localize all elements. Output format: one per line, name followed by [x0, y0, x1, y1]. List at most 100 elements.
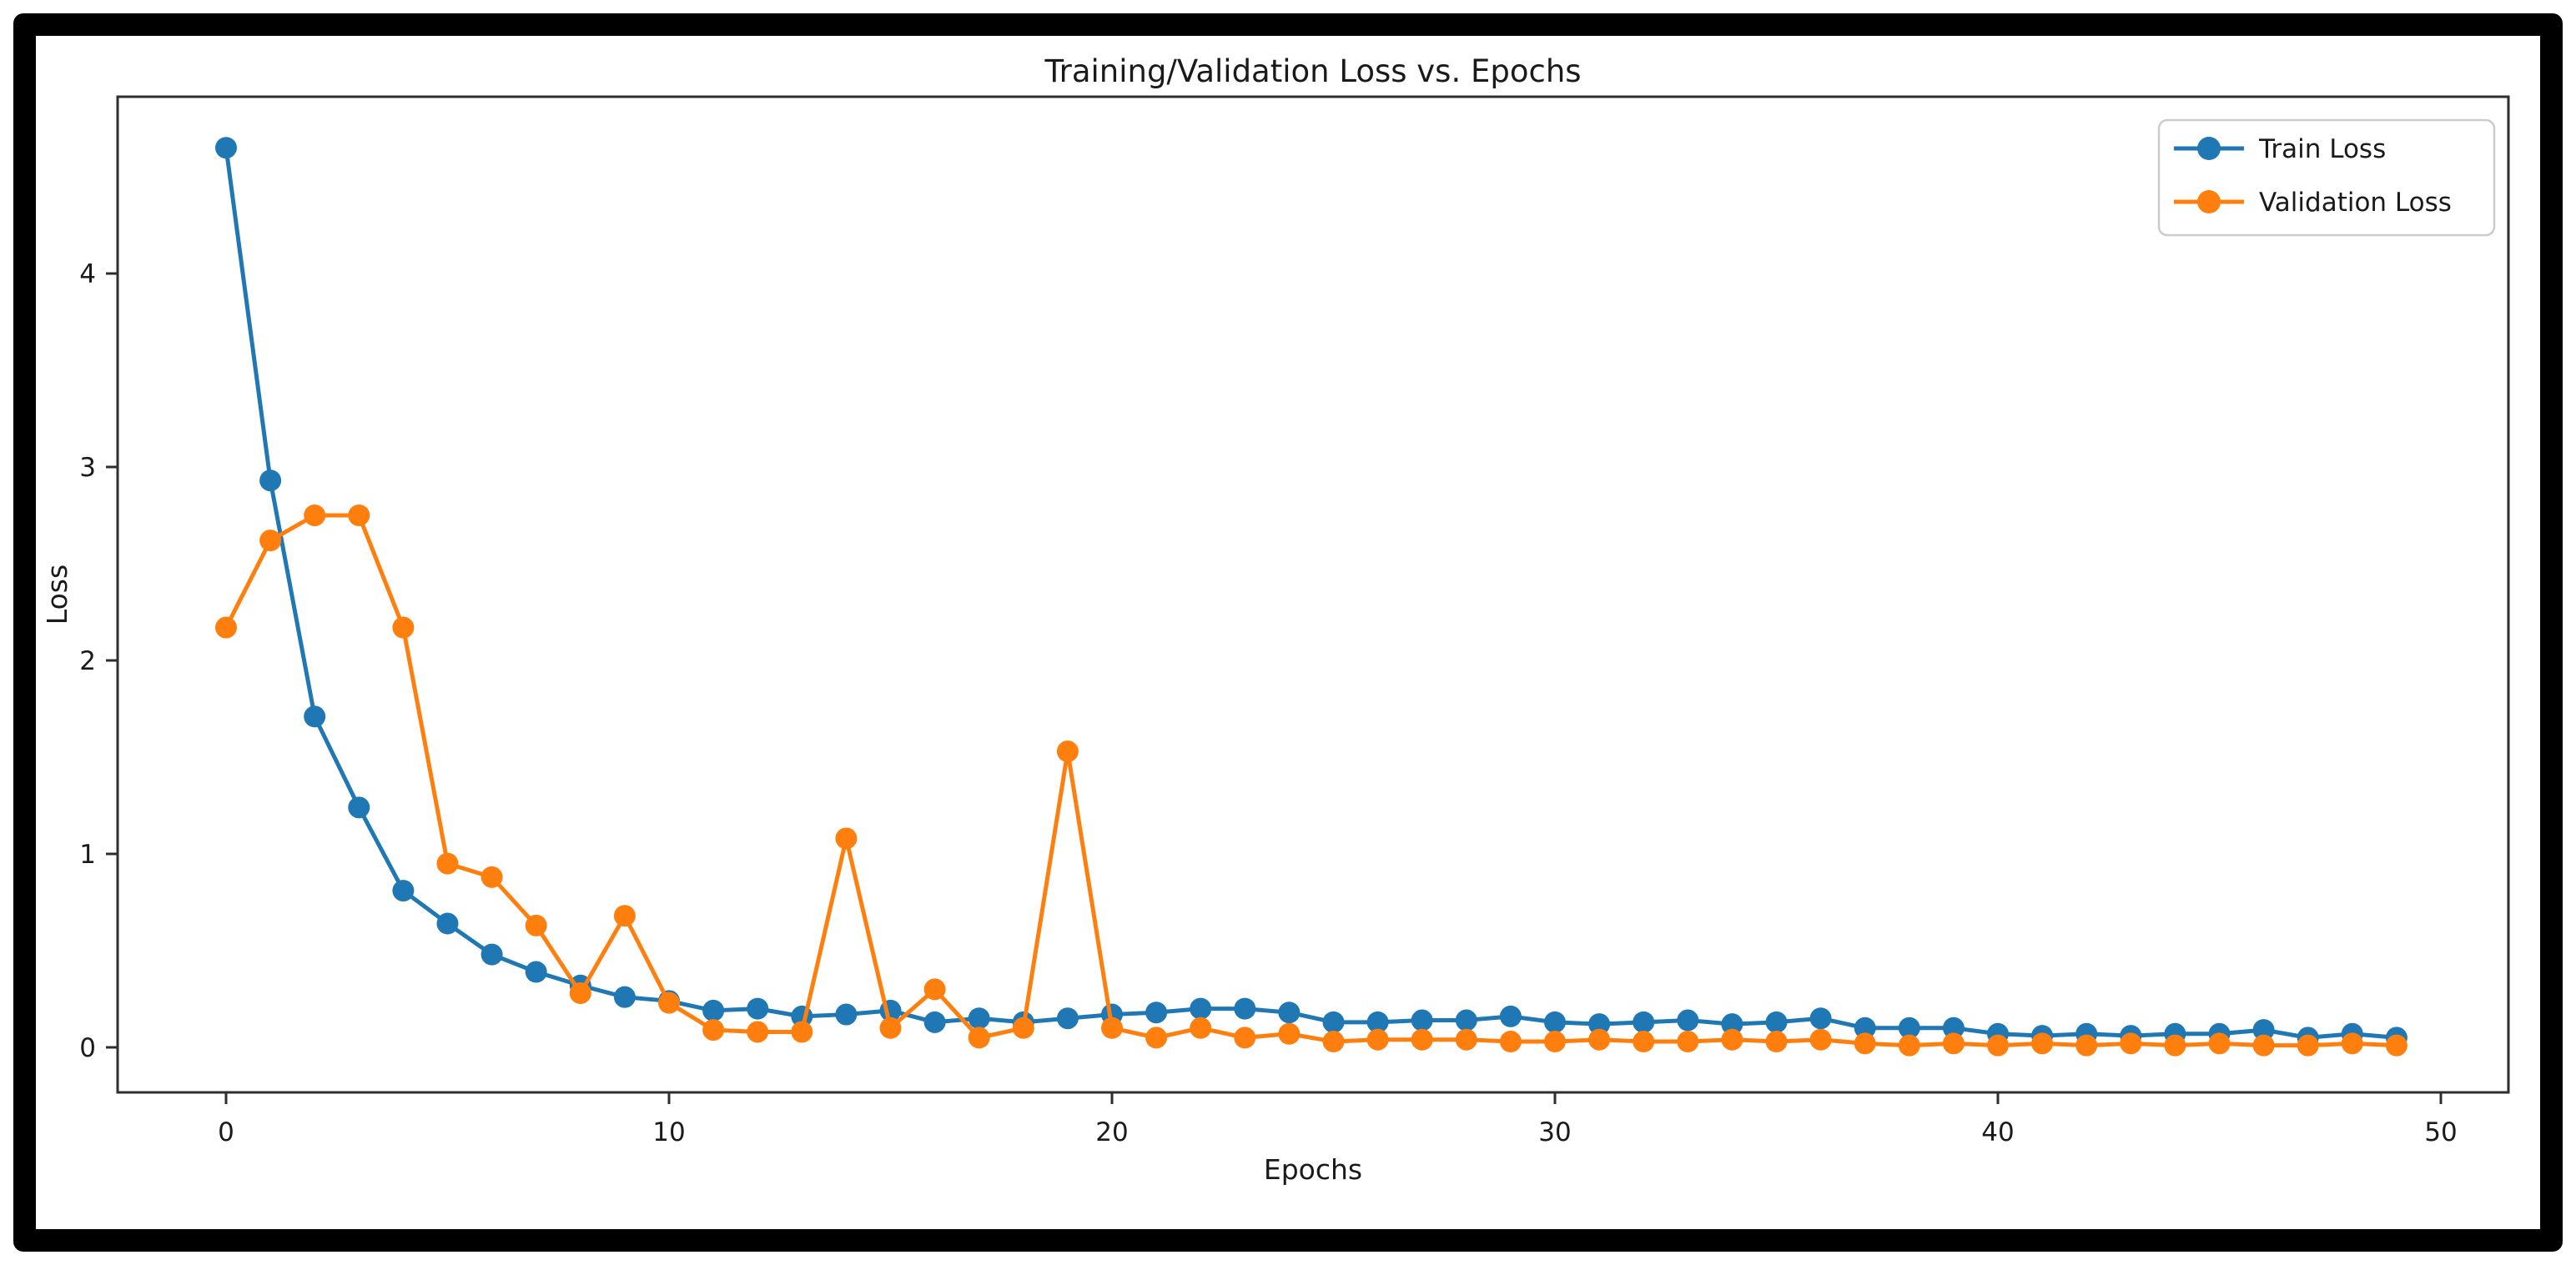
validation-loss-point: [1056, 740, 1079, 763]
axis-ticks: 0 10 20 30 40 50 0 1 2 3 4: [79, 259, 2457, 1147]
x-tick-label: 0: [218, 1117, 234, 1147]
train-loss-point: [1145, 1001, 1168, 1024]
x-axis-label: Epochs: [1264, 1153, 1362, 1186]
train-loss-point: [1455, 1009, 1477, 1032]
validation-loss-point: [2031, 1032, 2054, 1055]
validation-loss-line: [224, 513, 2397, 1048]
validation-loss-point: [879, 1017, 902, 1039]
validation-loss-point: [2297, 1034, 2319, 1057]
validation-loss-point: [436, 852, 459, 875]
train-loss-point: [1056, 1007, 1079, 1030]
validation-loss-point: [2252, 1034, 2275, 1057]
validation-loss-point: [1366, 1028, 1389, 1051]
train-loss-point: [348, 796, 370, 819]
validation-loss-point: [613, 905, 636, 927]
validation-loss-point: [525, 914, 547, 936]
train-loss-point: [436, 912, 459, 935]
validation-loss-legend-marker: [2197, 190, 2221, 213]
train-loss-point: [392, 880, 415, 902]
train-loss-point: [1499, 1005, 1522, 1027]
data-series: [215, 137, 2407, 1057]
x-tick-label: 10: [652, 1117, 685, 1147]
validation-loss-point: [1677, 1031, 1699, 1053]
y-tick-label: 2: [79, 646, 96, 676]
chart-title: Training/Validation Loss vs. Epochs: [1044, 53, 1581, 89]
validation-loss-point: [835, 827, 858, 850]
validation-loss-point: [702, 1019, 725, 1042]
train-loss-point: [1322, 1011, 1345, 1033]
validation-loss-point: [747, 1021, 769, 1043]
validation-loss-point: [1145, 1027, 1168, 1049]
validation-loss-point: [1765, 1031, 1788, 1053]
train-loss-point: [747, 997, 769, 1020]
validation-loss-point: [1588, 1028, 1611, 1051]
validation-loss-point: [2075, 1034, 2098, 1057]
validation-loss-point: [1721, 1028, 1743, 1051]
train-loss-point: [1765, 1011, 1788, 1033]
train-loss-point: [1898, 1017, 1920, 1039]
legend-item-validation: Validation Loss: [2174, 188, 2452, 218]
train-loss-line: [224, 147, 2397, 1040]
validation-loss-point: [1190, 1017, 1212, 1039]
x-tick-label: 40: [1981, 1117, 2014, 1147]
train-loss-point: [702, 999, 725, 1022]
validation-loss-point: [1854, 1032, 1876, 1055]
y-tick-label: 3: [79, 453, 96, 483]
train-loss-point: [1633, 1011, 1655, 1033]
train-loss-point: [1411, 1009, 1433, 1032]
validation-loss-point: [2385, 1034, 2407, 1057]
train-loss-point: [1588, 1013, 1611, 1036]
y-axis-label: Loss: [41, 565, 73, 625]
train-loss-point: [923, 1011, 946, 1033]
validation-loss-point: [304, 504, 326, 526]
train-loss-point: [1278, 1001, 1301, 1024]
validation-loss-point: [1499, 1031, 1522, 1053]
train-loss-point: [1942, 1017, 1965, 1039]
train-loss-point: [1854, 1017, 1876, 1039]
x-tick-label: 20: [1095, 1117, 1128, 1147]
train-loss-point: [1190, 997, 1212, 1020]
validation-loss-point: [480, 866, 503, 888]
validation-loss-point: [2341, 1032, 2363, 1055]
validation-loss-point: [1411, 1028, 1433, 1051]
legend-item-train: Train Loss: [2174, 134, 2386, 164]
validation-loss-point: [259, 530, 282, 552]
train-loss-legend-marker: [2197, 137, 2221, 160]
validation-loss-point: [1455, 1028, 1477, 1051]
validation-loss-point: [2120, 1032, 2142, 1055]
validation-loss-point: [1101, 1017, 1123, 1039]
validation-loss-point: [1278, 1022, 1301, 1045]
validation-loss-point: [569, 982, 591, 1005]
validation-loss-point: [1234, 1027, 1256, 1049]
y-tick-label: 4: [79, 259, 96, 289]
validation-loss-point: [1544, 1031, 1566, 1053]
x-tick-label: 30: [1538, 1117, 1571, 1147]
validation-loss-point: [2164, 1034, 2186, 1057]
train-loss-point: [613, 986, 636, 1008]
validation-loss-point: [791, 1021, 813, 1043]
legend: Train Loss Validation Loss: [2157, 118, 2496, 237]
train-loss-point: [1721, 1013, 1743, 1036]
validation-loss-point: [215, 616, 237, 639]
train-loss-point: [1677, 1009, 1699, 1032]
train-loss-point: [1366, 1011, 1389, 1033]
plot-area-border: [116, 95, 2510, 1094]
validation-loss-point: [392, 616, 415, 639]
train-loss-point: [1809, 1007, 1832, 1030]
train-loss-point: [480, 943, 503, 966]
train-loss-point: [259, 469, 282, 492]
train-loss-legend-label: Train Loss: [2258, 134, 2386, 164]
y-tick-label: 0: [79, 1033, 96, 1063]
validation-loss-point: [1633, 1031, 1655, 1053]
train-loss-point: [968, 1007, 990, 1030]
train-loss-point: [304, 705, 326, 728]
train-loss-point: [835, 1003, 858, 1026]
validation-loss-point: [1012, 1017, 1034, 1039]
validation-loss-point: [1898, 1034, 1920, 1057]
train-loss-point: [1234, 997, 1256, 1020]
validation-loss-point: [658, 991, 680, 1014]
train-loss-point: [215, 137, 237, 159]
validation-loss-point: [1987, 1034, 2009, 1057]
y-tick-label: 1: [79, 840, 96, 870]
